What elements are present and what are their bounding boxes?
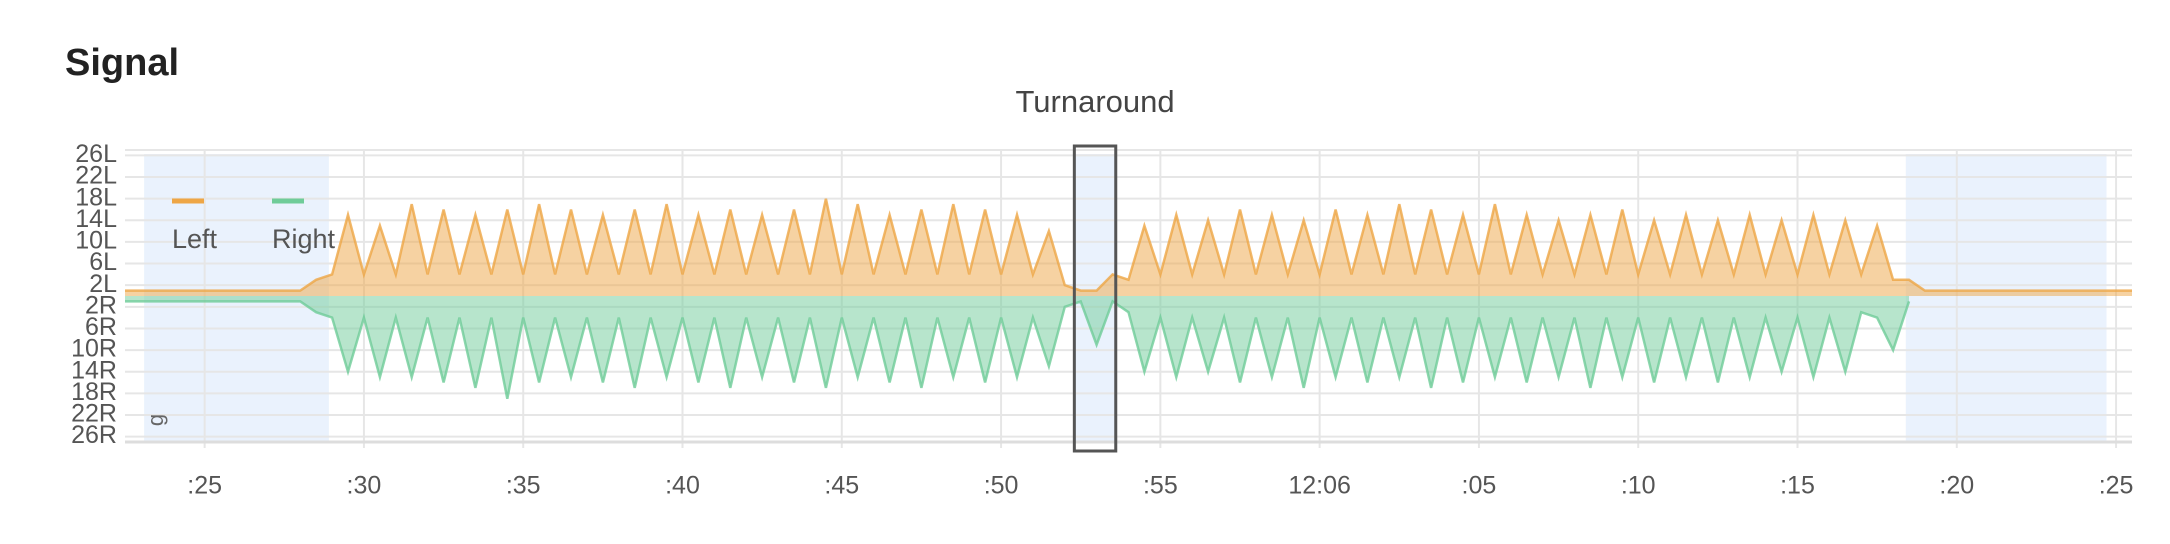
legend-label: Right [272, 224, 336, 254]
y-tick-label: 10L [75, 227, 117, 255]
corner-label: g [143, 414, 168, 426]
y-tick-label: 14L [75, 205, 117, 233]
x-tick-label: :45 [824, 472, 859, 500]
x-tick-label: :15 [1780, 472, 1815, 500]
x-tick-label: :55 [1143, 472, 1178, 500]
x-tick-label: :40 [665, 472, 700, 500]
area-fill [125, 296, 1909, 399]
x-tick-label: :10 [1621, 472, 1656, 500]
y-tick-label: 2R [85, 291, 117, 319]
annotation-box [1072, 144, 1118, 453]
y-tick-label: 6L [89, 248, 117, 276]
x-tick-label: :50 [984, 472, 1019, 500]
x-tick-label: :20 [1939, 472, 1974, 500]
legend-label: Left [172, 224, 218, 254]
area-fill [125, 198, 2132, 296]
series-line [125, 299, 1911, 399]
y-tick-label: 10R [71, 335, 117, 363]
x-tick-label: 12:06 [1288, 472, 1351, 500]
y-tick-label: 26R [71, 421, 117, 449]
y-tick-label: 6R [85, 313, 117, 341]
x-tick-label: :25 [2099, 472, 2134, 500]
y-tick-label: 18L [75, 183, 117, 211]
x-tick-label: :30 [347, 472, 382, 500]
y-tick-label: 26L [75, 140, 117, 168]
x-tick-label: :35 [506, 472, 541, 500]
y-tick-label: 14R [71, 356, 117, 384]
shaded-range [1905, 154, 2107, 442]
chart-title: Signal [65, 42, 179, 84]
x-tick-label: :25 [187, 472, 222, 500]
y-tick-label: 2L [89, 270, 117, 298]
y-tick-label: 22L [75, 162, 117, 190]
y-tick-label: 18R [71, 378, 117, 406]
annotation-label: Turnaround [1015, 84, 1174, 119]
x-tick-label: :05 [1462, 472, 1497, 500]
series-line [125, 198, 2132, 292]
y-tick-label: 22R [71, 400, 117, 428]
